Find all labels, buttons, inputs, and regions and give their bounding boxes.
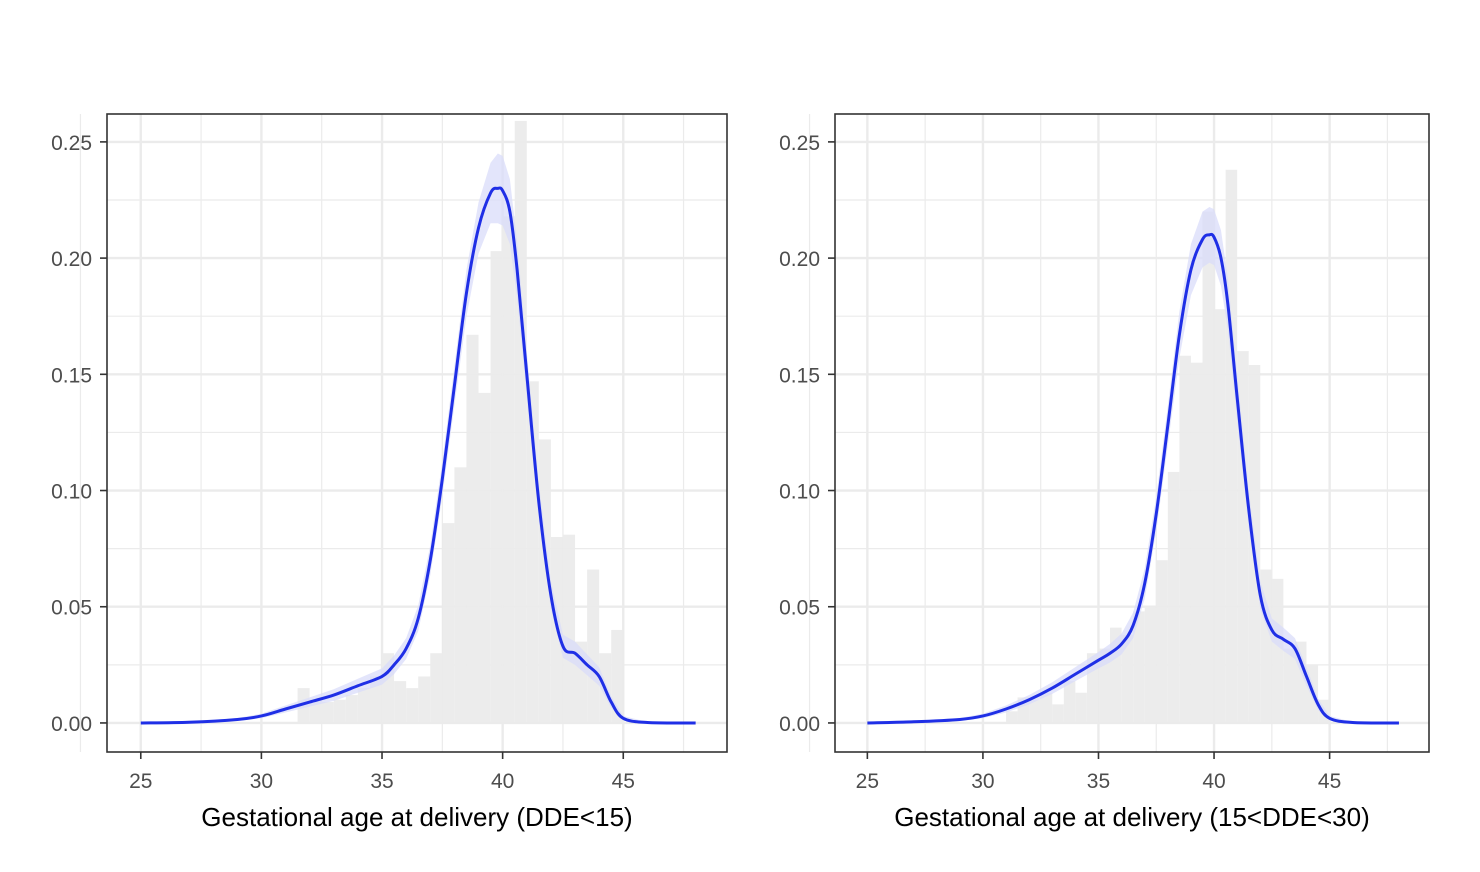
histogram-bar xyxy=(1098,648,1111,723)
histogram-bar xyxy=(1294,641,1307,723)
histogram-bar xyxy=(1283,648,1295,723)
y-tick-label: 0.05 xyxy=(51,597,92,620)
histogram-bar xyxy=(1167,471,1180,723)
y-tick-label: 0.25 xyxy=(779,132,820,155)
y-tick-label: 0.10 xyxy=(51,481,92,504)
histogram-bar xyxy=(1237,351,1249,723)
histogram-bar xyxy=(502,216,515,723)
histogram-bar xyxy=(611,629,624,723)
panel-left-histogram xyxy=(297,120,624,723)
panel-left-x-axis-title: Gestational age at delivery (DDE<15) xyxy=(201,802,632,832)
histogram-bar xyxy=(1133,611,1145,723)
x-tick-label: 25 xyxy=(129,770,152,793)
panel-left-axes: 25 30 35 40 45 0.00 0.05 0.10 0.15 0.20 0.25 xyxy=(51,132,635,793)
histogram-bar xyxy=(1121,634,1134,723)
x-tick-label: 40 xyxy=(491,770,514,793)
y-tick-label: 0.25 xyxy=(51,132,92,155)
histogram-bar xyxy=(1260,569,1272,723)
histogram-bar xyxy=(1156,560,1168,723)
histogram-bar xyxy=(1179,355,1191,723)
histogram-bar xyxy=(1110,627,1122,723)
y-tick-label: 0.15 xyxy=(51,364,92,387)
histogram-bar xyxy=(430,653,443,723)
panel-left-border xyxy=(106,113,728,753)
histogram-bar xyxy=(1029,699,1041,723)
histogram-bar xyxy=(418,676,431,723)
x-tick-label: 45 xyxy=(612,770,635,793)
panel-left: 25 30 35 40 45 0.00 0.05 0.10 0.15 0.20 0.25 Gesta… xyxy=(51,113,728,832)
histogram-bar xyxy=(369,676,383,723)
histogram-bar xyxy=(1190,362,1203,723)
histogram-bar xyxy=(321,702,334,723)
histogram-bar xyxy=(478,392,491,723)
y-tick-label: 0.20 xyxy=(51,248,92,271)
x-tick-label: 40 xyxy=(1202,770,1225,793)
histogram-bar xyxy=(442,523,455,723)
panel-left-density-line xyxy=(140,186,696,725)
y-tick-label: 0.05 xyxy=(779,597,820,620)
histogram-bar xyxy=(406,688,419,723)
panel-right-x-axis-title: Gestational age at delivery (15<DDE<30) xyxy=(894,802,1370,832)
panel-left-density-ci-band xyxy=(140,153,696,723)
histogram-bar xyxy=(345,695,358,723)
histogram-bar xyxy=(514,120,527,723)
histogram-bar xyxy=(1040,692,1053,723)
histogram-bar xyxy=(1214,309,1226,723)
histogram-bar xyxy=(562,534,576,723)
histogram-bar xyxy=(357,688,370,723)
x-tick-label: 35 xyxy=(370,770,393,793)
y-tick-label: 0.20 xyxy=(779,248,820,271)
panel-right-density-ci-band xyxy=(867,206,1399,723)
histogram-bar xyxy=(1063,681,1076,723)
histogram-bar xyxy=(1202,211,1215,723)
y-tick-label: 0.10 xyxy=(779,481,820,504)
histogram-bar xyxy=(333,699,346,723)
y-tick-label: 0.15 xyxy=(779,364,820,387)
x-tick-label: 35 xyxy=(1087,770,1110,793)
histogram-bar xyxy=(454,467,467,723)
panel-right-axes: 25 30 35 40 45 0.00 0.05 0.10 0.15 0.20 0.25 xyxy=(779,132,1341,793)
x-tick-label: 45 xyxy=(1318,770,1341,793)
x-tick-label: 30 xyxy=(250,770,273,793)
panel-right: 25 30 35 40 45 0.00 0.05 0.10 0.15 0.20 0.25 Gesta… xyxy=(779,113,1430,832)
x-tick-label: 30 xyxy=(971,770,994,793)
x-tick-label: 25 xyxy=(856,770,879,793)
histogram-bar xyxy=(1144,606,1157,723)
histogram-bar xyxy=(1052,704,1064,723)
histogram-bar xyxy=(490,251,503,723)
histogram-bar xyxy=(1086,653,1099,723)
histogram-bar xyxy=(1075,692,1087,723)
histogram-bar xyxy=(466,334,479,723)
panel-right-border xyxy=(834,113,1430,753)
histogram-bar xyxy=(394,681,407,723)
histogram-bar xyxy=(1006,711,1018,723)
histogram-bar xyxy=(1271,578,1284,723)
panel-right-density-line xyxy=(867,232,1399,725)
histogram-bar xyxy=(587,569,600,723)
y-tick-label: 0.00 xyxy=(51,713,92,736)
histogram-bar xyxy=(1225,169,1238,723)
histogram-bar xyxy=(1017,697,1030,723)
y-tick-label: 0.00 xyxy=(779,713,820,736)
